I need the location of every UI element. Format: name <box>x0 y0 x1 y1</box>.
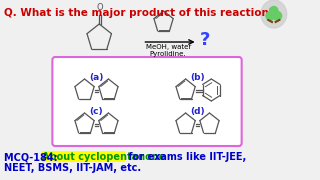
Text: (a): (a) <box>89 73 104 82</box>
Text: NEET, BSMS, IIT-JAM, etc.: NEET, BSMS, IIT-JAM, etc. <box>4 163 141 173</box>
Text: for exams like IIT-JEE,: for exams like IIT-JEE, <box>125 152 246 162</box>
Text: Q. What is the major product of this reaction?: Q. What is the major product of this rea… <box>4 8 275 18</box>
Text: ?: ? <box>200 31 210 49</box>
Text: About cyclopentanone: About cyclopentanone <box>42 152 166 162</box>
Text: (c): (c) <box>90 107 103 116</box>
Bar <box>42 151 125 162</box>
Text: Pyrolidine.: Pyrolidine. <box>150 51 187 57</box>
Text: MeOH, water: MeOH, water <box>146 44 191 50</box>
FancyBboxPatch shape <box>52 57 242 146</box>
Text: (b): (b) <box>190 73 205 82</box>
Circle shape <box>266 12 274 21</box>
Circle shape <box>270 6 278 15</box>
Circle shape <box>273 12 282 21</box>
Text: O: O <box>97 3 103 12</box>
Text: (d): (d) <box>190 107 205 116</box>
Circle shape <box>261 0 287 28</box>
Text: MCQ-184:: MCQ-184: <box>4 152 61 162</box>
